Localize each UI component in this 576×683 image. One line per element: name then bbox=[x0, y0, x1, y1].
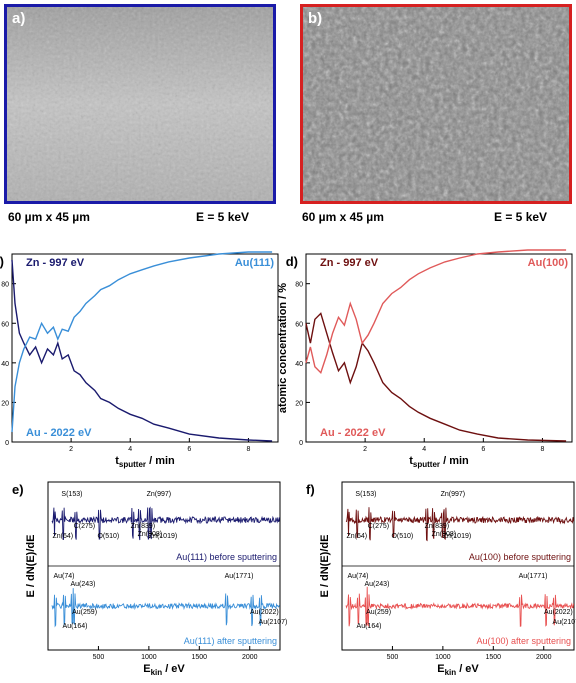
y-tick-label: 0 bbox=[299, 440, 303, 447]
annotation-au-2022: Au - 2022 eV bbox=[26, 427, 92, 439]
x-axis-label: Ekin / eV bbox=[437, 663, 479, 677]
spectrum-before bbox=[345, 507, 575, 542]
peak-label: Au(2107) bbox=[553, 619, 576, 626]
peak-label: Zn(1019) bbox=[149, 533, 177, 540]
peak-label: C(275) bbox=[74, 523, 95, 530]
peak-label: Zn(997) bbox=[147, 491, 172, 498]
y-tick-label: 20 bbox=[1, 400, 9, 407]
x-tick-label: 2 bbox=[69, 446, 73, 453]
legend-zn: Zn - 997 eV bbox=[26, 257, 85, 269]
peak-label: O(510) bbox=[391, 533, 413, 540]
spectrum-before bbox=[51, 506, 281, 541]
y-axis-label: atomic concentration / % bbox=[277, 283, 289, 413]
peak-label: S(153) bbox=[61, 491, 82, 498]
peak-label: Au(2107) bbox=[259, 619, 288, 626]
panel-label-e: e) bbox=[12, 482, 24, 497]
x-tick-label: 8 bbox=[540, 446, 544, 453]
annotation-au-2022: Au - 2022 eV bbox=[320, 427, 386, 439]
peak-label: Au(259) bbox=[72, 609, 97, 616]
peak-label: Au(1771) bbox=[519, 573, 548, 580]
spectrum-after bbox=[51, 588, 280, 628]
x-tick-label: 1000 bbox=[141, 654, 157, 661]
y-tick-label: 40 bbox=[295, 361, 303, 368]
sem-image-a bbox=[4, 4, 276, 204]
legend-au: Au(111) bbox=[235, 257, 274, 269]
peak-label: Zn(1019) bbox=[443, 533, 471, 540]
plot-frame-0 bbox=[11, 253, 279, 443]
peak-label: Zn(64) bbox=[346, 533, 367, 540]
legend-before: Au(100) before sputtering bbox=[469, 552, 571, 562]
panel-label-f: f) bbox=[306, 482, 315, 497]
x-tick-label: 6 bbox=[481, 446, 485, 453]
peak-label: Au(259) bbox=[366, 609, 391, 616]
peak-label: Au(1771) bbox=[225, 573, 254, 580]
panel-label-b: b) bbox=[308, 10, 323, 27]
scale-caption-b: 60 µm x 45 µm bbox=[302, 210, 384, 224]
series-line-1 bbox=[305, 249, 567, 374]
peak-label: Au(164) bbox=[63, 623, 88, 630]
x-tick-label: 2000 bbox=[536, 654, 552, 661]
x-tick-label: 8 bbox=[246, 446, 250, 453]
peak-label: Au(2022) bbox=[250, 609, 279, 616]
plot-frame-1 bbox=[305, 253, 573, 443]
legend-before: Au(111) before sputtering bbox=[176, 552, 277, 562]
energy-caption-b: E = 5 keV bbox=[494, 210, 548, 224]
legend-after: Au(111) after sputtering bbox=[184, 636, 277, 646]
series-line-0 bbox=[11, 259, 273, 442]
panel-label-d: d) bbox=[286, 254, 298, 269]
y-tick-label: 80 bbox=[295, 282, 303, 289]
x-tick-label: 500 bbox=[93, 654, 105, 661]
x-tick-label: 6 bbox=[187, 446, 191, 453]
x-tick-label: 1500 bbox=[192, 654, 208, 661]
peak-label: Zn(908) bbox=[138, 531, 163, 538]
peak-label: Au(74) bbox=[347, 573, 368, 580]
peak-label: Au(74) bbox=[53, 573, 74, 580]
y-tick-label: 20 bbox=[295, 400, 303, 407]
x-axis-label: tsputter / min bbox=[409, 455, 469, 469]
x-tick-label: 4 bbox=[128, 446, 132, 453]
legend-after: Au(100) after sputtering bbox=[476, 636, 571, 646]
sem-texture-a bbox=[7, 7, 273, 201]
peak-label: Au(164) bbox=[357, 623, 382, 630]
y-tick-label: 60 bbox=[295, 321, 303, 328]
peak-label: O(510) bbox=[97, 533, 119, 540]
peak-label: Zn(997) bbox=[441, 491, 466, 498]
panel-label-a: a) bbox=[12, 10, 26, 27]
peak-label: Zn(839) bbox=[131, 523, 156, 530]
x-axis-label: Ekin / eV bbox=[143, 663, 185, 677]
legend-zn: Zn - 997 eV bbox=[320, 257, 379, 269]
series-line-1 bbox=[11, 251, 273, 433]
peak-label: Au(243) bbox=[71, 581, 96, 588]
peak-label: S(153) bbox=[355, 491, 376, 498]
sem-image-b bbox=[300, 4, 572, 204]
y-tick-label: 40 bbox=[1, 361, 9, 368]
sem-texture-b bbox=[303, 7, 569, 201]
y-tick-label: 60 bbox=[1, 321, 9, 328]
peak-label: Au(243) bbox=[365, 581, 390, 588]
panel-label-c: c) bbox=[0, 254, 4, 269]
y-axis-label: E / dN(E)/dE bbox=[25, 535, 37, 598]
x-tick-label: 2 bbox=[363, 446, 367, 453]
peak-label: Au(2022) bbox=[544, 609, 573, 616]
energy-caption-a: E = 5 keV bbox=[196, 210, 250, 224]
peak-label: Zn(64) bbox=[52, 533, 73, 540]
scale-caption-a: 60 µm x 45 µm bbox=[8, 210, 90, 224]
legend-au: Au(100) bbox=[528, 257, 569, 269]
x-axis-label: tsputter / min bbox=[115, 455, 175, 469]
peak-label: C(275) bbox=[368, 523, 389, 530]
peak-label: Zn(908) bbox=[432, 531, 457, 538]
x-tick-label: 1500 bbox=[486, 654, 502, 661]
y-tick-label: 0 bbox=[5, 440, 9, 447]
peak-label: Zn(839) bbox=[425, 523, 450, 530]
x-tick-label: 4 bbox=[422, 446, 426, 453]
series-line-0 bbox=[305, 312, 567, 442]
spectrum-after bbox=[345, 586, 575, 628]
x-tick-label: 2000 bbox=[242, 654, 258, 661]
x-tick-label: 1000 bbox=[435, 654, 451, 661]
x-tick-label: 500 bbox=[387, 654, 399, 661]
y-tick-label: 80 bbox=[1, 282, 9, 289]
y-axis-label: E / dN(E)/dE bbox=[319, 535, 331, 598]
